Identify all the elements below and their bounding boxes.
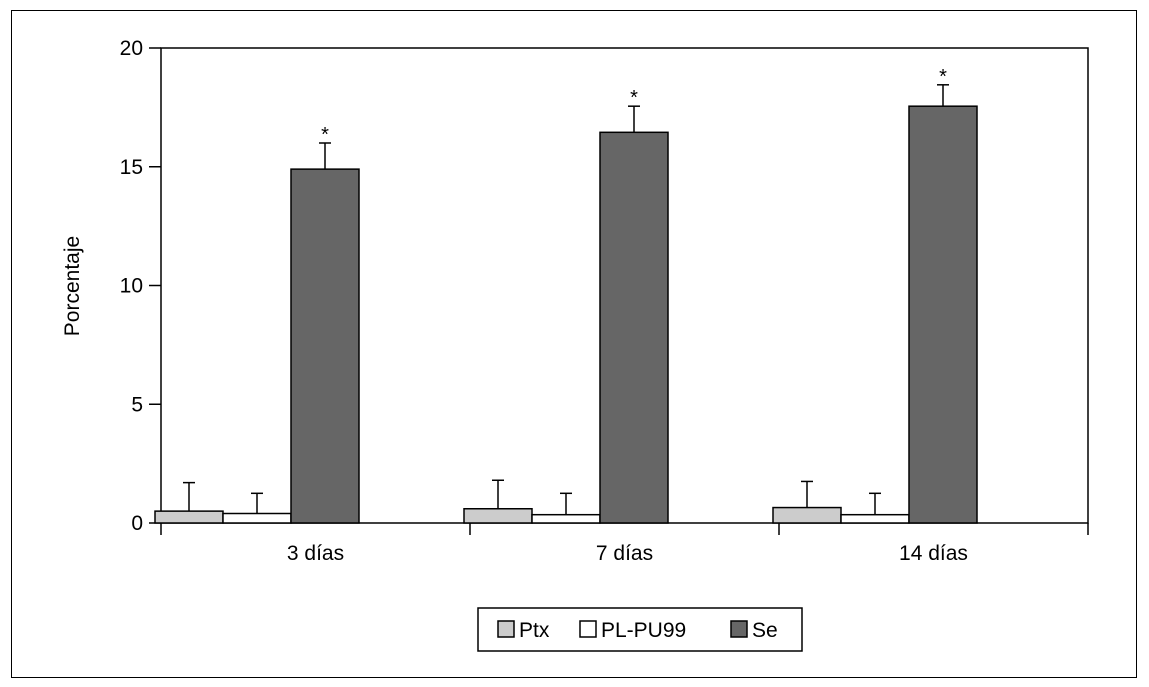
y-axis-label: Porcentaje [61,236,84,336]
bar-se [908,105,978,524]
legend-box [477,607,803,652]
significance-marker: * [321,124,329,146]
legend-label: PL-PU99 [601,619,686,642]
x-tick-label: 14 días [899,542,968,565]
bar-pl-pu99 [840,513,910,524]
x-tick-label: 3 días [287,542,344,565]
legend-swatch-se [730,620,748,638]
bar-pl-pu99 [222,512,292,524]
legend-label: Se [752,619,778,642]
labels: Porcentaje 0 5 10 15 20 3 días 7 días 14 días * *… [61,37,968,565]
bar-ptx [463,508,533,524]
y-tick-label: 10 [120,275,143,298]
significance-marker: * [630,87,638,109]
legend-label: Ptx [519,619,550,642]
x-tick-label: 7 días [596,542,653,565]
y-tick-label: 0 [131,512,143,535]
legend: Ptx PL-PU99 Se [477,607,803,652]
bar-se [290,168,360,524]
error-bars [183,84,949,515]
bars [154,105,978,524]
y-tick-label: 5 [131,393,143,416]
significance-marker: * [939,66,947,88]
legend-swatch-ptx [497,620,515,638]
bar-ptx [154,510,224,524]
y-tick-label: 20 [120,37,143,60]
legend-swatch-pl-pu99 [579,620,597,638]
bar-pl-pu99 [531,513,601,524]
y-tick-label: 15 [120,156,143,179]
bar-se [599,131,669,524]
bar-ptx [772,506,842,524]
